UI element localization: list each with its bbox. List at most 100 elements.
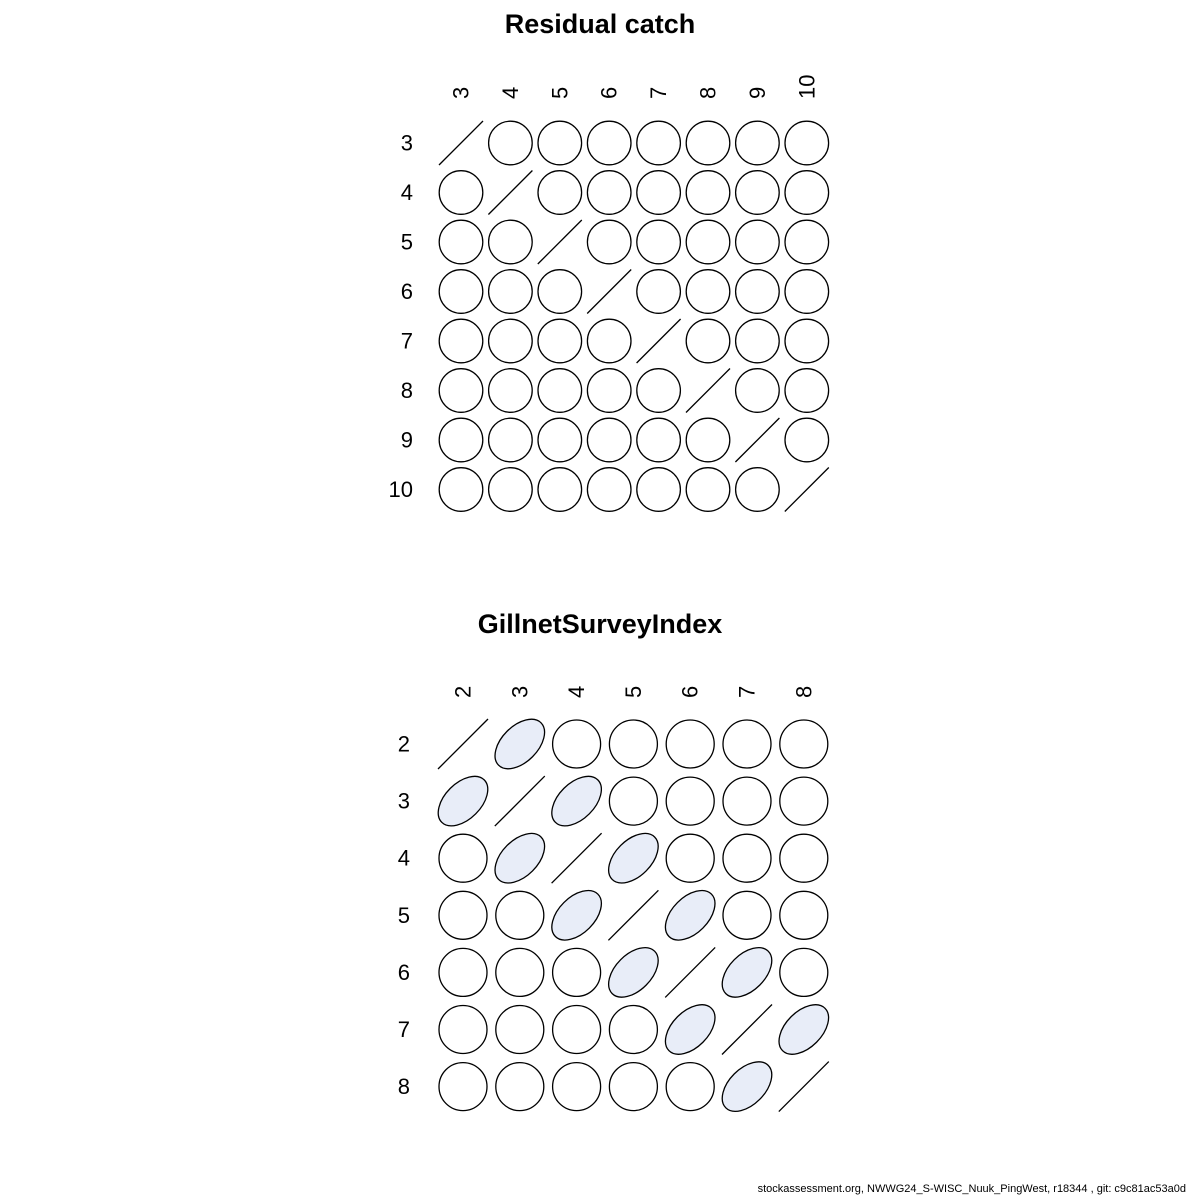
zero-correlation-circle — [495, 947, 545, 998]
col-label: 6 — [597, 87, 622, 99]
zero-correlation-circle — [784, 417, 830, 463]
zero-correlation-circle — [665, 776, 715, 826]
zero-correlation-circle — [487, 417, 533, 463]
row-label: 10 — [389, 477, 413, 502]
zero-correlation-circle — [586, 219, 632, 265]
row-label: 6 — [401, 279, 413, 304]
zero-correlation-circle — [537, 368, 583, 413]
positive-correlation-ellipse — [551, 889, 602, 941]
diagonal-slash — [607, 889, 659, 941]
positive-correlation-ellipse — [664, 1004, 716, 1055]
col-label: 7 — [646, 87, 671, 99]
diagonal-slash — [685, 368, 731, 413]
diagonal-slash — [537, 219, 583, 265]
zero-correlation-circle — [734, 219, 780, 265]
zero-correlation-circle — [495, 1061, 545, 1112]
zero-correlation-circle — [665, 833, 715, 883]
row-label: 2 — [398, 732, 410, 757]
zero-correlation-circle — [586, 467, 632, 512]
positive-correlation-ellipse — [494, 832, 546, 884]
zero-correlation-circle — [438, 368, 484, 413]
stockassessment-footer: stockassessment.org, NWWG24_S-WISC_Nuuk_… — [757, 1183, 1186, 1195]
zero-correlation-circle — [438, 467, 484, 512]
col-label: 8 — [791, 686, 816, 698]
zero-correlation-circle — [438, 1061, 488, 1112]
matrix-residual-catch: 3 4 5 6 7 8 9 10 3 4 5 6 7 8 9 10 — [389, 75, 830, 512]
row-label: 4 — [401, 180, 413, 205]
positive-correlation-ellipse — [608, 832, 659, 884]
zero-correlation-circle — [438, 890, 488, 940]
positive-correlation-ellipse — [721, 947, 773, 998]
col-label: 6 — [678, 686, 703, 698]
diagonal-slash — [734, 417, 780, 463]
zero-correlation-circle — [487, 467, 533, 512]
zero-correlation-circle — [685, 318, 731, 364]
zero-correlation-circle — [537, 170, 583, 215]
zero-correlation-circle — [586, 417, 632, 463]
positive-correlation-ellipse — [551, 775, 602, 827]
zero-correlation-circle — [438, 170, 484, 215]
col-label: 8 — [696, 87, 721, 99]
zero-correlation-circle — [734, 170, 780, 215]
zero-correlation-circle — [537, 467, 583, 512]
zero-correlation-circle — [734, 318, 780, 364]
zero-correlation-circle — [608, 1061, 659, 1112]
zero-correlation-circle — [551, 947, 602, 998]
zero-correlation-circle — [665, 1061, 715, 1112]
zero-correlation-circle — [495, 890, 545, 940]
zero-correlation-circle — [636, 368, 682, 413]
zero-correlation-circle — [685, 417, 731, 463]
col-label: 5 — [547, 87, 572, 99]
diagonal-slash — [487, 170, 533, 215]
gillnet-survey-index-title: GillnetSurveyIndex — [477, 609, 723, 639]
row-label: 4 — [398, 846, 410, 871]
row-label: 6 — [398, 960, 410, 985]
zero-correlation-circle — [586, 120, 632, 166]
zero-correlation-circle — [722, 776, 772, 826]
zero-correlation-circle — [779, 890, 829, 940]
positive-correlation-ellipse — [494, 718, 546, 770]
zero-correlation-circle — [537, 269, 583, 314]
col-label: 7 — [735, 686, 760, 698]
zero-correlation-circle — [685, 219, 731, 265]
zero-correlation-circle — [487, 269, 533, 314]
zero-correlation-circle — [734, 269, 780, 314]
zero-correlation-circle — [685, 467, 731, 512]
positive-correlation-ellipse — [778, 1004, 830, 1055]
zero-correlation-circle — [636, 269, 682, 314]
zero-correlation-circle — [438, 269, 484, 314]
diagonal-slash — [586, 269, 632, 314]
row-label: 7 — [398, 1017, 410, 1042]
zero-correlation-circle — [438, 318, 484, 364]
row-label: 3 — [398, 789, 410, 814]
col-label: 3 — [449, 87, 474, 99]
col-label: 3 — [507, 686, 532, 698]
zero-correlation-circle — [734, 467, 780, 512]
col-label: 4 — [564, 686, 589, 698]
diagonal-slash — [721, 1004, 773, 1055]
zero-correlation-circle — [636, 467, 682, 512]
row-label: 3 — [401, 131, 413, 156]
zero-correlation-circle — [779, 776, 829, 826]
row-label: 9 — [401, 428, 413, 453]
zero-correlation-circle — [685, 120, 731, 166]
row-label: 7 — [401, 329, 413, 354]
zero-correlation-circle — [685, 170, 731, 215]
residual-catch-title: Residual catch — [504, 9, 696, 39]
diagonal-slash — [664, 946, 716, 998]
zero-correlation-circle — [784, 170, 830, 215]
zero-correlation-circle — [784, 318, 830, 364]
zero-correlation-circle — [734, 368, 780, 413]
zero-correlation-circle — [636, 120, 682, 166]
zero-correlation-circle — [779, 719, 829, 769]
zero-correlation-circle — [537, 417, 583, 463]
zero-correlation-circle — [779, 947, 829, 998]
zero-correlation-circle — [438, 417, 484, 463]
positive-correlation-ellipse — [608, 947, 659, 998]
diagonal-slash — [551, 832, 603, 884]
zero-correlation-circle — [636, 219, 682, 265]
diagonal-slash — [784, 467, 830, 512]
zero-correlation-circle — [722, 833, 772, 883]
zero-correlation-circle — [537, 120, 583, 166]
